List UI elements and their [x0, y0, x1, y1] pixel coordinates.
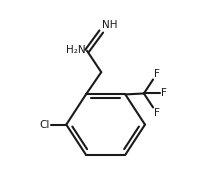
Text: F: F	[154, 69, 160, 79]
Text: H₂N: H₂N	[66, 45, 85, 55]
Text: F: F	[161, 89, 167, 98]
Text: F: F	[154, 108, 160, 118]
Text: Cl: Cl	[40, 120, 50, 130]
Text: NH: NH	[102, 20, 118, 30]
